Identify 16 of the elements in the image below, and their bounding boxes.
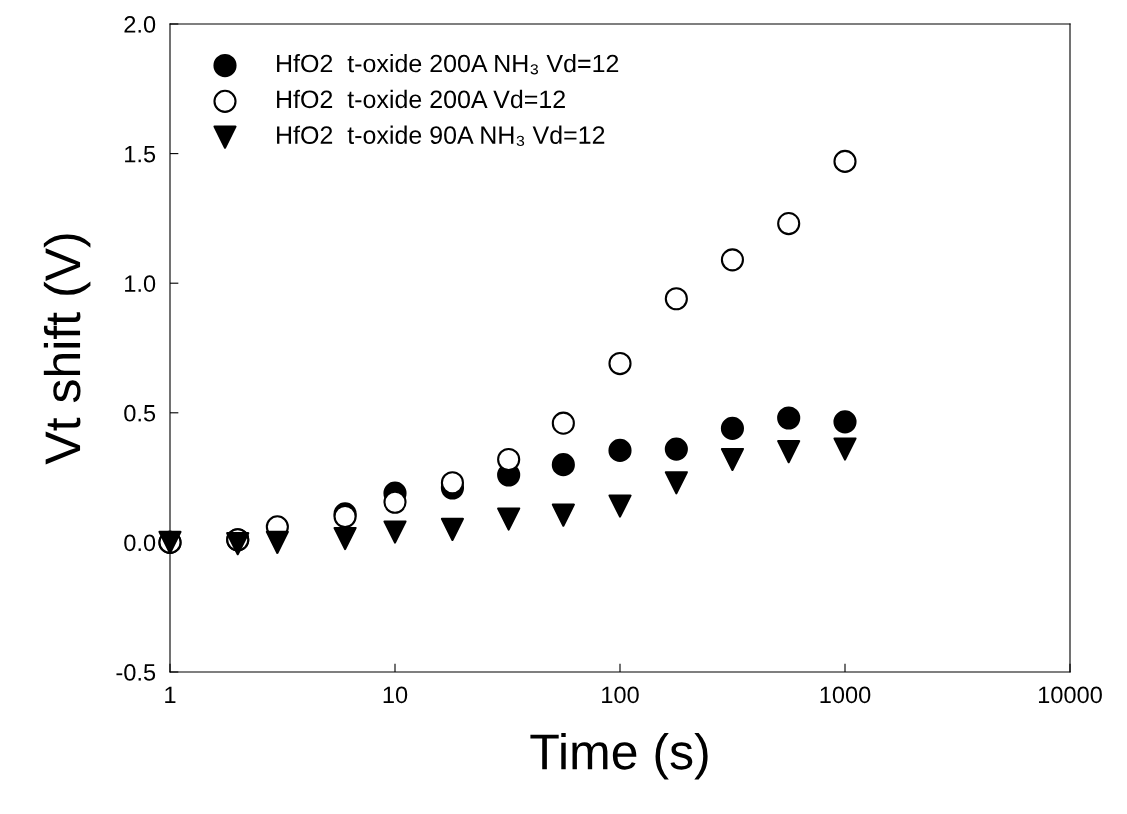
y-tick-label: -0.5 xyxy=(116,664,156,681)
y-tick-label: 1.0 xyxy=(125,275,156,292)
x-tick-label: 1 xyxy=(165,686,176,703)
legend-label: HfO2 t-oxide 90A NH₃ Vd=12 xyxy=(277,125,605,146)
y-tick-label: 2.0 xyxy=(124,16,156,33)
y-tick-label: 0.0 xyxy=(124,534,156,552)
x-tick-label: 1000 xyxy=(820,686,871,704)
x-tick-label: 100 xyxy=(602,686,639,704)
x-tick-label: 10000 xyxy=(1038,686,1102,704)
x-axis-title: Time (s) xyxy=(530,732,708,780)
legend-label: HfO2 t-oxide 200A Vd=12 xyxy=(277,89,565,109)
y-tick-label: 1.5 xyxy=(125,145,156,163)
x-tick-label: 10 xyxy=(383,686,408,704)
legend-label: HfO2 t-oxide 200A NH₃ Vd=12 xyxy=(277,54,619,75)
y-axis-title: Vt shift (V) xyxy=(43,234,91,465)
y-tick-label: 0.5 xyxy=(124,404,156,422)
